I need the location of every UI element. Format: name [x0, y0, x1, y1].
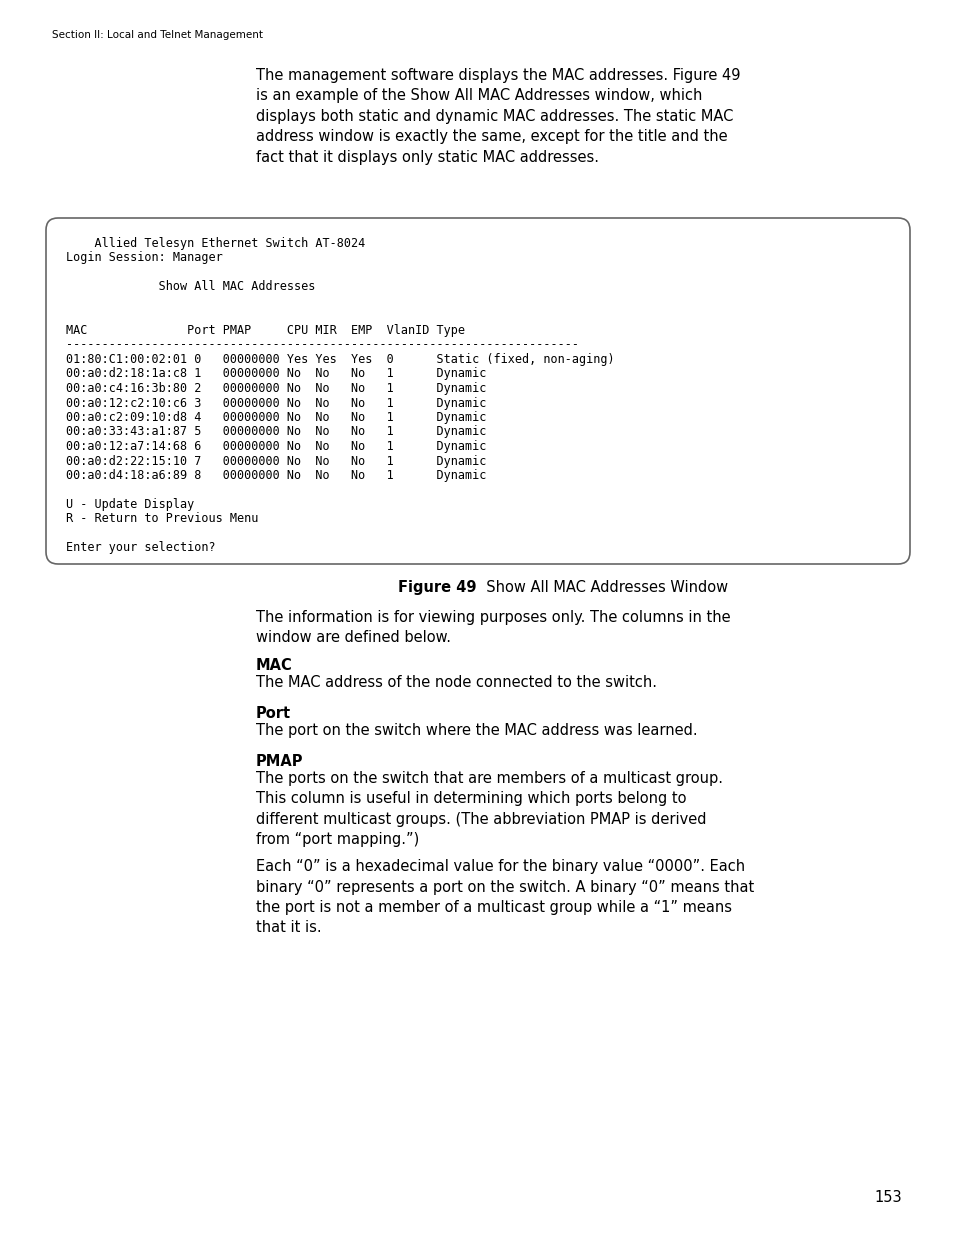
Text: Section II: Local and Telnet Management: Section II: Local and Telnet Management: [52, 30, 263, 40]
Text: The MAC address of the node connected to the switch.: The MAC address of the node connected to…: [255, 676, 657, 690]
Text: Enter your selection?: Enter your selection?: [66, 541, 215, 555]
Text: Login Session: Manager: Login Session: Manager: [66, 252, 222, 264]
Text: 00:a0:d4:18:a6:89 8   00000000 No  No   No   1      Dynamic: 00:a0:d4:18:a6:89 8 00000000 No No No 1 …: [66, 469, 486, 482]
Text: 00:a0:c2:09:10:d8 4   00000000 No  No   No   1      Dynamic: 00:a0:c2:09:10:d8 4 00000000 No No No 1 …: [66, 411, 486, 424]
Text: Allied Telesyn Ethernet Switch AT-8024: Allied Telesyn Ethernet Switch AT-8024: [66, 237, 365, 249]
Text: MAC              Port PMAP     CPU MIR  EMP  VlanID Type: MAC Port PMAP CPU MIR EMP VlanID Type: [66, 324, 464, 337]
Text: 00:a0:d2:18:1a:c8 1   00000000 No  No   No   1      Dynamic: 00:a0:d2:18:1a:c8 1 00000000 No No No 1 …: [66, 368, 486, 380]
Text: 01:80:C1:00:02:01 0   00000000 Yes Yes  Yes  0      Static (fixed, non-aging): 01:80:C1:00:02:01 0 00000000 Yes Yes Yes…: [66, 353, 614, 366]
Text: 00:a0:12:a7:14:68 6   00000000 No  No   No   1      Dynamic: 00:a0:12:a7:14:68 6 00000000 No No No 1 …: [66, 440, 486, 453]
Text: 00:a0:12:c2:10:c6 3   00000000 No  No   No   1      Dynamic: 00:a0:12:c2:10:c6 3 00000000 No No No 1 …: [66, 396, 486, 410]
Text: 00:a0:33:43:a1:87 5   00000000 No  No   No   1      Dynamic: 00:a0:33:43:a1:87 5 00000000 No No No 1 …: [66, 426, 486, 438]
Text: The ports on the switch that are members of a multicast group.
This column is us: The ports on the switch that are members…: [255, 771, 722, 847]
Text: Figure 49: Figure 49: [398, 580, 476, 595]
Text: Port: Port: [255, 706, 291, 721]
FancyBboxPatch shape: [46, 219, 909, 564]
Text: 00:a0:c4:16:3b:80 2   00000000 No  No   No   1      Dynamic: 00:a0:c4:16:3b:80 2 00000000 No No No 1 …: [66, 382, 486, 395]
Text: MAC: MAC: [255, 658, 293, 673]
Text: The information is for viewing purposes only. The columns in the
window are defi: The information is for viewing purposes …: [255, 610, 730, 646]
Text: The management software displays the MAC addresses. Figure 49
is an example of t: The management software displays the MAC…: [255, 68, 740, 164]
Text: ------------------------------------------------------------------------: ----------------------------------------…: [66, 338, 578, 352]
Text: The port on the switch where the MAC address was learned.: The port on the switch where the MAC add…: [255, 722, 697, 739]
Text: Show All MAC Addresses: Show All MAC Addresses: [66, 280, 315, 294]
Text: R - Return to Previous Menu: R - Return to Previous Menu: [66, 513, 258, 526]
Text: Each “0” is a hexadecimal value for the binary value “0000”. Each
binary “0” rep: Each “0” is a hexadecimal value for the …: [255, 860, 754, 935]
Text: 153: 153: [874, 1191, 901, 1205]
Text: PMAP: PMAP: [255, 755, 303, 769]
Text: U - Update Display: U - Update Display: [66, 498, 194, 511]
Text: Show All MAC Addresses Window: Show All MAC Addresses Window: [476, 580, 727, 595]
Text: 00:a0:d2:22:15:10 7   00000000 No  No   No   1      Dynamic: 00:a0:d2:22:15:10 7 00000000 No No No 1 …: [66, 454, 486, 468]
